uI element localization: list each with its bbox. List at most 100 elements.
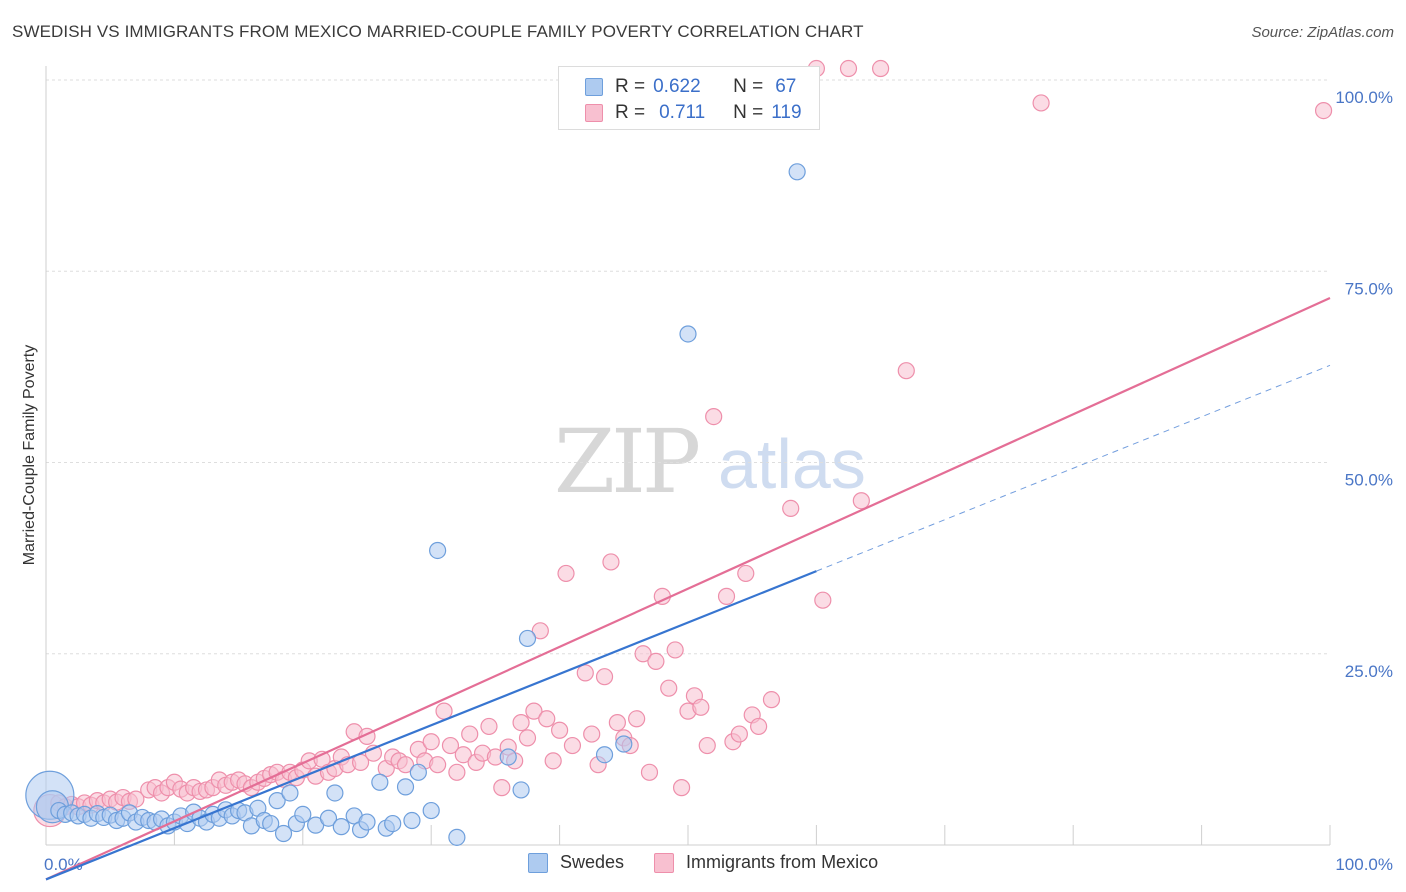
watermark-zip: ZIP [554,410,701,513]
legend-n-label: N = [733,76,764,97]
mexico-point [737,564,755,583]
mexico-point [396,756,415,774]
mexico-point [871,59,890,78]
y-tick-label: 25.0% [1345,662,1393,681]
trend-lines [45,297,1331,881]
swedes-point [319,809,338,827]
grid [46,79,1330,655]
swedes-point [595,746,614,764]
swedes-point [429,541,447,560]
mexico-point [640,763,659,781]
mexico-point [448,763,466,781]
mexico-point [1314,101,1333,120]
legend-swatch-mexico [654,852,675,873]
swedes-point [274,824,293,843]
mexico-point [538,710,556,728]
mexico-point [550,721,569,739]
watermark-atlas: atlas [718,425,866,503]
swedes-point [518,629,537,648]
mexico-point [839,59,858,78]
tick-labels: 25.0%50.0%75.0%100.0%0.0% 100.0% [44,88,1393,874]
swedes-point [371,773,389,791]
mexico-point [429,756,447,774]
legend-n-value: 67 [775,76,797,97]
mexico-point [717,587,736,605]
swedes-point [396,778,415,796]
mexico-point [441,736,460,755]
legend-n-value: 119 [771,102,802,123]
legend-swatch-swedes [585,78,603,96]
swedes-point [679,325,697,343]
swedes-trend-extension [816,364,1331,572]
legend-swatch-mexico [585,104,603,122]
mexico-point [628,710,646,728]
legend-swatch-swedes [528,852,548,873]
swedes-point [281,784,299,802]
y-tick-label: 50.0% [1345,471,1393,490]
mexico-point [127,790,145,808]
mexico-point [461,725,479,743]
mexico-point [544,752,562,770]
mexico-point [647,652,665,671]
swedes-point [409,763,427,781]
swedes-point [422,801,440,820]
legend-r-label: R = [615,76,646,97]
y-tick-label: 100.0% [1335,88,1393,107]
mexico-point [897,362,915,380]
mexico-point [1032,94,1050,112]
mexico-point [698,736,716,755]
legend-row-mexico: R = 0.711 N = 119 [585,101,802,125]
mexico-point [660,679,678,697]
mexico-point [634,645,652,663]
source-credit: Source: ZipAtlas.com [1251,24,1394,41]
swedes-point [788,163,806,181]
mexico-point [692,698,710,716]
series-swedes-points [25,163,806,846]
legend-label-mexico: Immigrants from Mexico [686,852,879,872]
mexico-point [512,713,530,732]
legend-r-label: R = [615,102,646,123]
x-tick-label: 100.0% [1335,855,1393,874]
mexico-point [762,691,781,709]
mexico-point [782,499,800,517]
legend-row-swedes: R = 0.622 N = 67 [585,75,796,99]
legend-r-value: 0.622 [653,76,701,97]
swedes-point [448,828,466,846]
mexico-point [557,564,575,583]
legend-label-swedes: Swedes [560,852,625,872]
mexico-point [454,746,472,764]
swedes-point [326,784,344,802]
mexico-point [814,591,832,609]
series-mexico-points [33,59,1333,828]
mexico-point [595,668,614,686]
mexico-point [480,717,498,736]
swedes-trend-line [45,570,817,881]
mexico-point [852,492,870,510]
series-legend: Swedes Immigrants from Mexico [528,852,908,873]
mexico-point [705,408,723,426]
mexico-point [422,733,440,751]
mexico-point [608,713,626,732]
mexico-point [563,736,582,755]
axes [45,66,1331,846]
mexico-point [672,779,691,797]
mexico-point [576,664,594,682]
mexico-trend-line [45,297,1331,881]
swedes-point [294,805,312,824]
legend-item-mexico[interactable]: Immigrants from Mexico [654,852,878,873]
swedes-point [499,748,517,766]
chart-title: SWEDISH VS IMMIGRANTS FROM MEXICO MARRIE… [12,22,864,41]
mexico-point [525,702,543,720]
swedes-point [332,818,350,836]
mexico-point [493,779,511,797]
legend-n-label: N = [733,102,764,123]
mexico-point [666,641,684,659]
legend-item-swedes[interactable]: Swedes [528,852,624,873]
mexico-point [730,725,748,743]
swedes-point [384,814,402,833]
swedes-point [512,781,530,799]
swedes-point [403,811,421,830]
y-tick-label: 75.0% [1345,279,1393,298]
swedes-point [358,813,376,831]
